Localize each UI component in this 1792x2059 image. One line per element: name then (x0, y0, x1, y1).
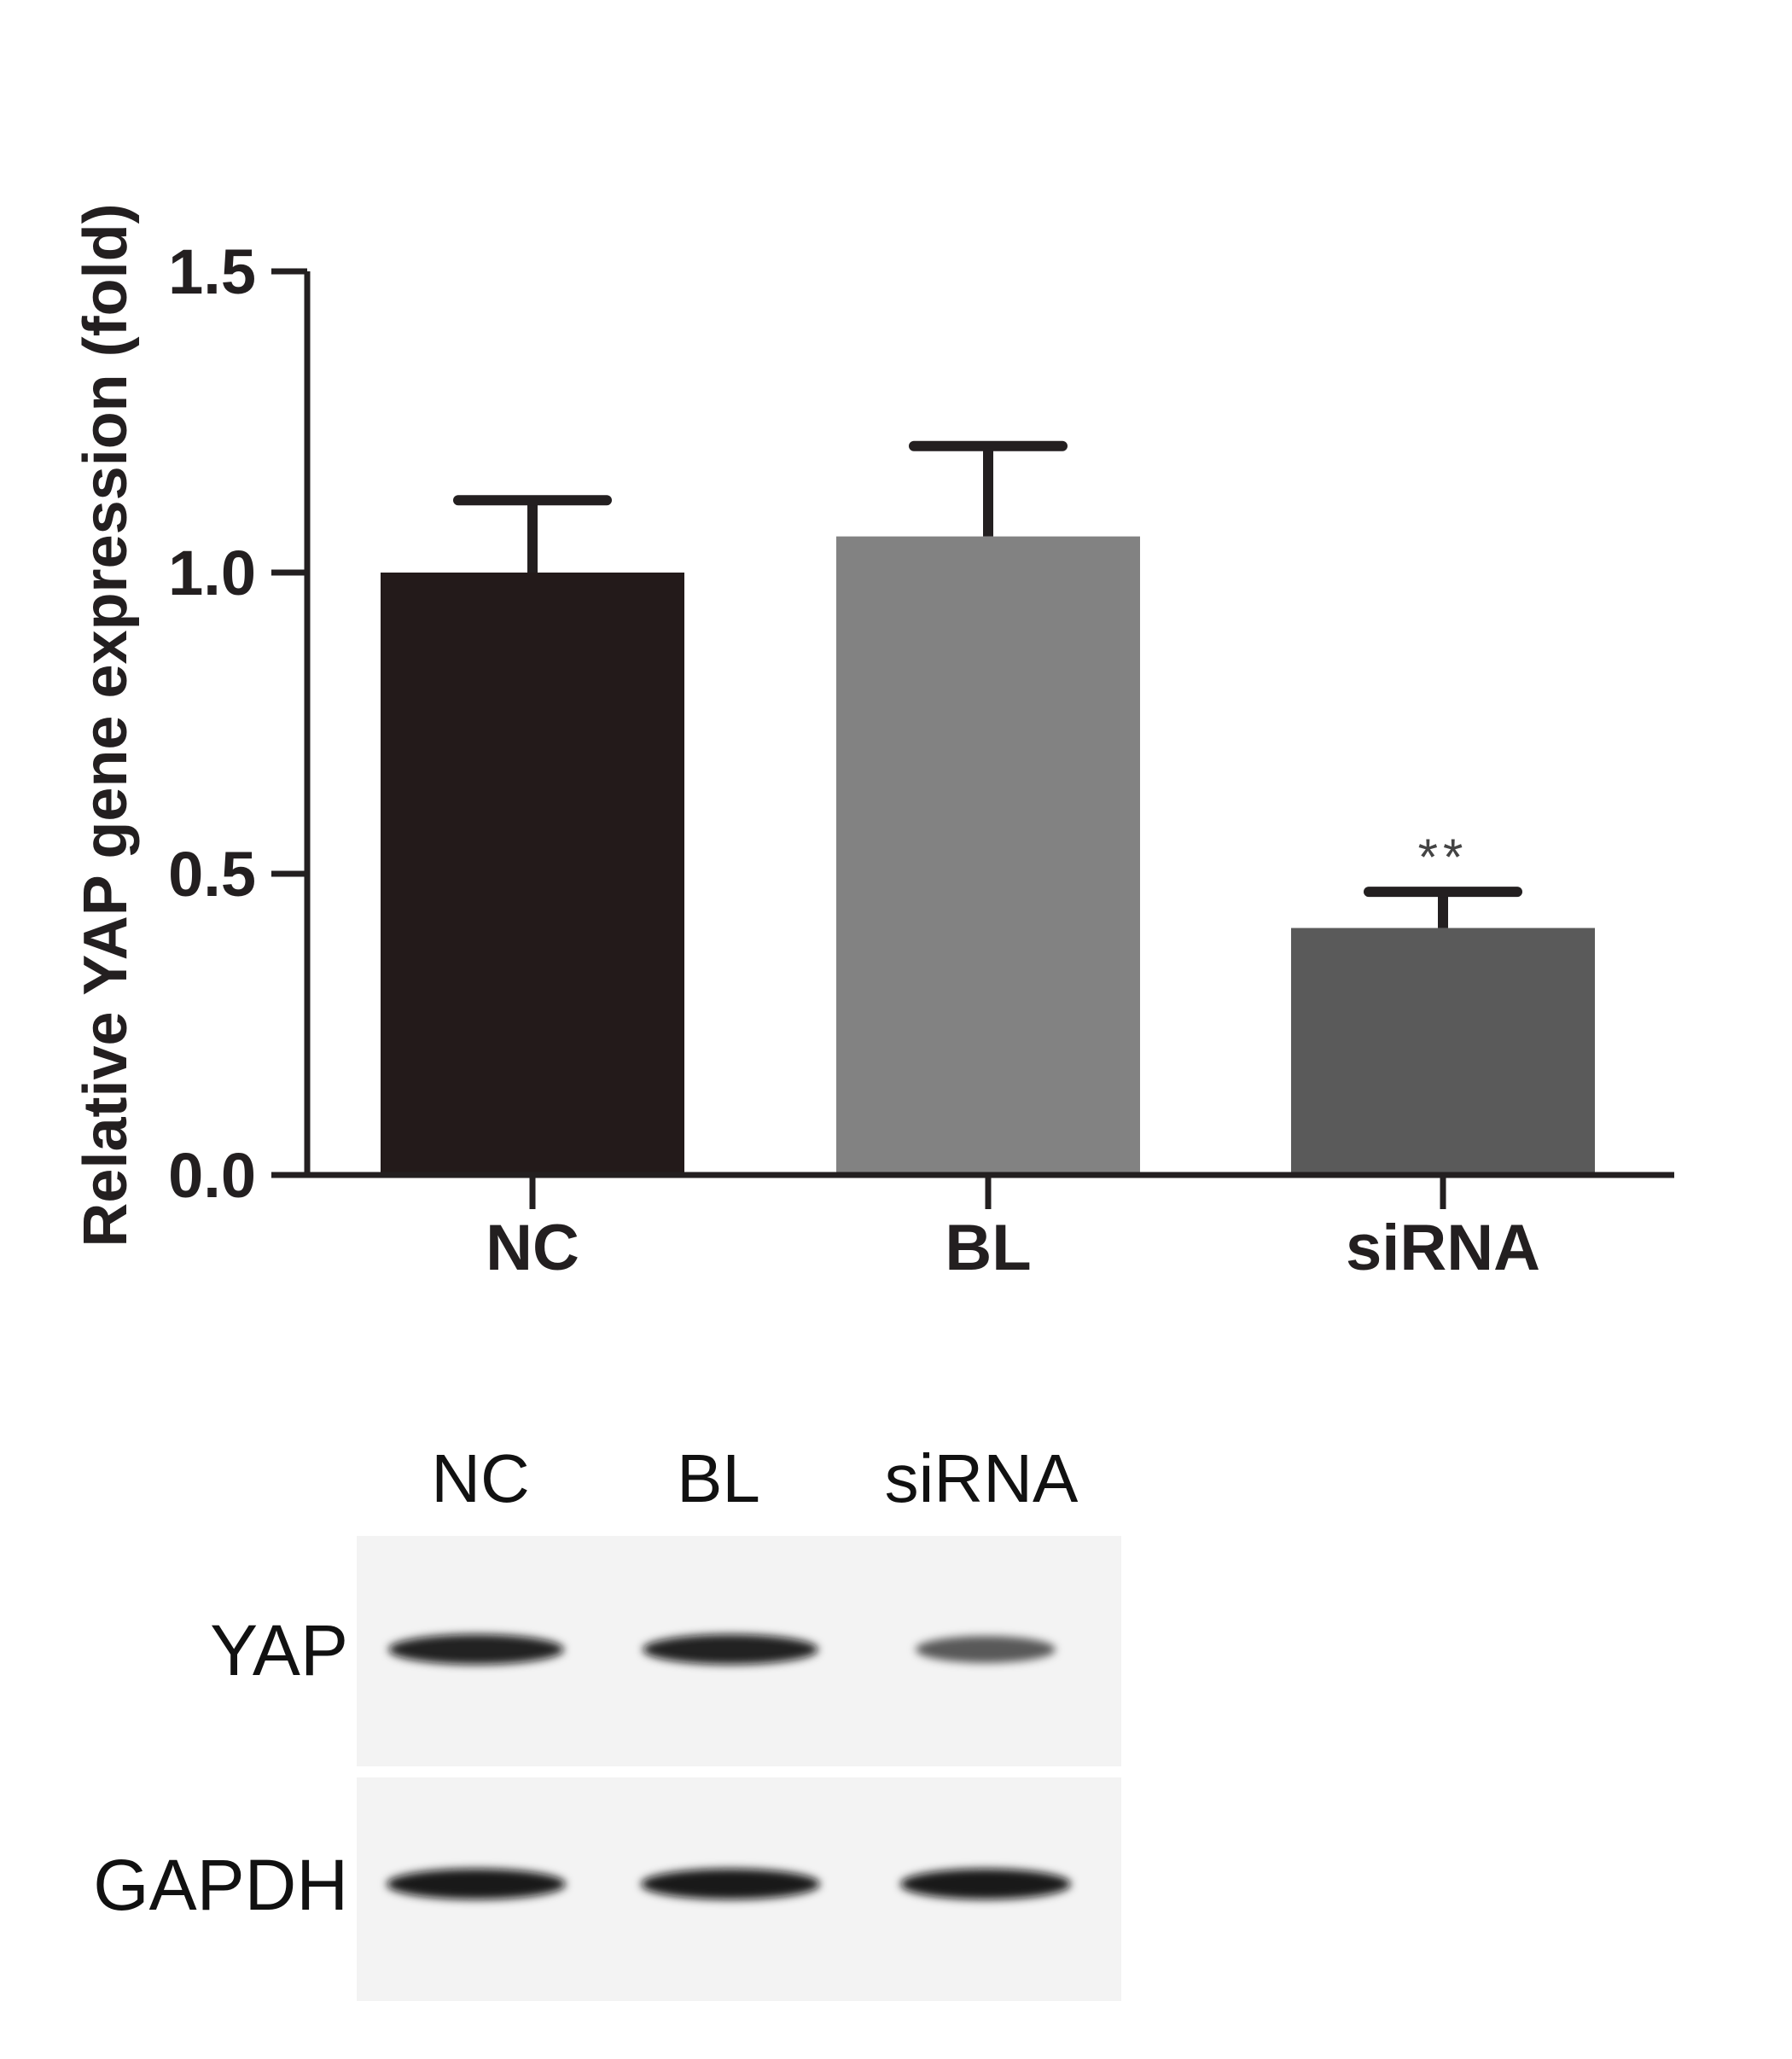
x-tick-label: BL (945, 1212, 1031, 1284)
blot-band (900, 1869, 1071, 1899)
bar-BL (836, 536, 1140, 1175)
annotations-group: ** (1418, 829, 1469, 886)
bar-chart: ** 0.0 0.5 1.0 1.5 NC BL siRNA Relative YAP g… (72, 203, 1674, 1284)
blot-lane-label: NC (431, 1440, 530, 1516)
bars-group (381, 536, 1595, 1175)
western-blot-panel: NC BL siRNA YAP GAPDH (93, 1440, 1121, 2001)
lane-labels-group: NC BL siRNA (431, 1440, 1079, 1516)
blot-lane-label: BL (677, 1440, 760, 1516)
significance-annotation: ** (1418, 829, 1469, 886)
blot-row-GAPDH: GAPDH (93, 1777, 1121, 2001)
blot-row-label: GAPDH (93, 1845, 348, 1925)
y-tick-label: 1.0 (168, 538, 256, 608)
blot-row-YAP: YAP (210, 1536, 1121, 1766)
blot-rows-group: YAP GAPDH (93, 1536, 1121, 2001)
y-axis-label: Relative YAP gene expression (fold) (72, 203, 140, 1247)
bar-siRNA (1291, 928, 1595, 1175)
x-tick-label: NC (486, 1212, 579, 1284)
y-tick-label: 0.0 (168, 1140, 256, 1211)
x-ticks-group: NC BL siRNA (486, 1175, 1540, 1284)
y-ticks-group: 0.0 0.5 1.0 1.5 (168, 236, 307, 1211)
y-tick-label: 1.5 (168, 236, 256, 307)
blot-band (643, 1634, 818, 1665)
x-tick-label: siRNA (1346, 1212, 1540, 1284)
error-bars-group (453, 440, 1522, 928)
blot-lane-label: siRNA (885, 1440, 1079, 1516)
y-tick-label: 0.5 (168, 839, 256, 910)
blot-row-label: YAP (210, 1610, 348, 1690)
blot-band (388, 1634, 564, 1665)
blot-band (641, 1869, 820, 1899)
bar-NC (381, 573, 684, 1175)
blot-band (916, 1636, 1056, 1663)
blot-band (387, 1869, 566, 1899)
